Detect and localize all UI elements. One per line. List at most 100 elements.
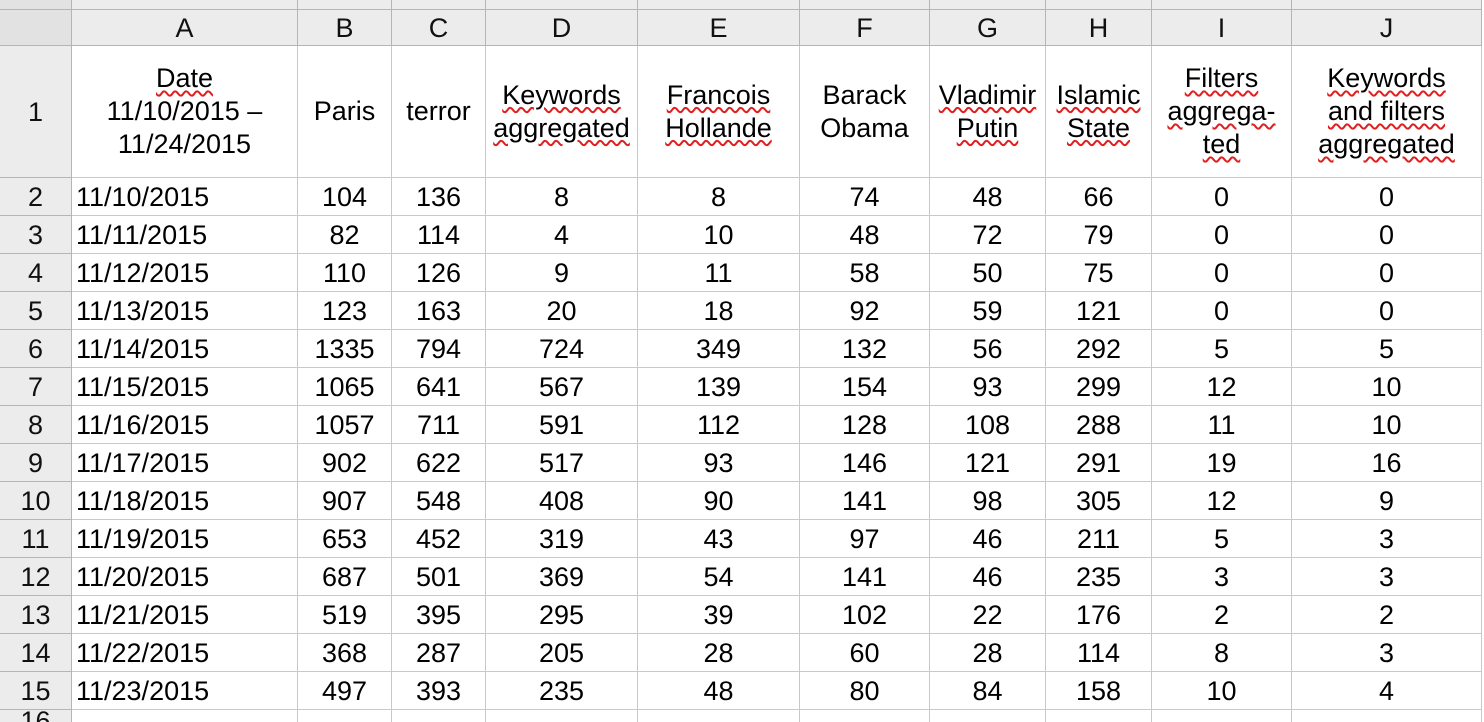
data-cell[interactable]: 66 [1046,178,1152,216]
data-cell[interactable]: 902 [298,444,392,482]
header-cell-e1[interactable]: Francois Hollande [638,46,800,178]
data-cell[interactable]: 128 [800,406,930,444]
data-cell[interactable]: 291 [1046,444,1152,482]
column-header-d[interactable]: D [486,10,638,46]
data-cell[interactable]: 0 [1152,216,1292,254]
date-cell[interactable]: 11/19/2015 [72,520,298,558]
data-cell[interactable]: 3 [1292,634,1482,672]
data-cell[interactable]: 548 [392,482,486,520]
data-cell[interactable]: 567 [486,368,638,406]
row-header-13[interactable]: 13 [0,596,72,634]
row-header-5[interactable]: 5 [0,292,72,330]
empty-cell[interactable] [1046,710,1152,722]
column-header-j[interactable]: J [1292,10,1482,46]
empty-cell[interactable] [486,710,638,722]
data-cell[interactable]: 235 [486,672,638,710]
data-cell[interactable]: 395 [392,596,486,634]
header-cell-h1[interactable]: Islamic State [1046,46,1152,178]
data-cell[interactable]: 92 [800,292,930,330]
data-cell[interactable]: 907 [298,482,392,520]
row-header-10[interactable]: 10 [0,482,72,520]
header-cell-a1[interactable]: Date 11/10/2015 –11/24/2015 [72,46,298,178]
select-all-corner[interactable] [0,10,72,46]
data-cell[interactable]: 368 [298,634,392,672]
data-cell[interactable]: 141 [800,482,930,520]
row-header-16[interactable]: 16 [0,710,72,722]
empty-cell[interactable] [1152,710,1292,722]
data-cell[interactable]: 1057 [298,406,392,444]
data-cell[interactable]: 517 [486,444,638,482]
column-header-i[interactable]: I [1152,10,1292,46]
data-cell[interactable]: 319 [486,520,638,558]
data-cell[interactable]: 19 [1152,444,1292,482]
row-header-7[interactable]: 7 [0,368,72,406]
data-cell[interactable]: 8 [486,178,638,216]
data-cell[interactable]: 292 [1046,330,1152,368]
data-cell[interactable]: 60 [800,634,930,672]
row-header-3[interactable]: 3 [0,216,72,254]
data-cell[interactable]: 0 [1152,254,1292,292]
date-cell[interactable]: 11/22/2015 [72,634,298,672]
column-header-g[interactable]: G [930,10,1046,46]
data-cell[interactable]: 146 [800,444,930,482]
data-cell[interactable]: 56 [930,330,1046,368]
data-cell[interactable]: 4 [486,216,638,254]
data-cell[interactable]: 97 [800,520,930,558]
empty-cell[interactable] [638,710,800,722]
row-header-8[interactable]: 8 [0,406,72,444]
data-cell[interactable]: 1065 [298,368,392,406]
data-cell[interactable]: 287 [392,634,486,672]
data-cell[interactable]: 687 [298,558,392,596]
data-cell[interactable]: 501 [392,558,486,596]
data-cell[interactable]: 11 [1152,406,1292,444]
data-cell[interactable]: 2 [1152,596,1292,634]
data-cell[interactable]: 4 [1292,672,1482,710]
data-cell[interactable]: 0 [1292,216,1482,254]
header-cell-d1[interactable]: Keywords aggregated [486,46,638,178]
data-cell[interactable]: 39 [638,596,800,634]
data-cell[interactable]: 74 [800,178,930,216]
data-cell[interactable]: 28 [930,634,1046,672]
data-cell[interactable]: 8 [1152,634,1292,672]
data-cell[interactable]: 18 [638,292,800,330]
date-cell[interactable]: 11/12/2015 [72,254,298,292]
column-header-a[interactable]: A [72,10,298,46]
data-cell[interactable]: 104 [298,178,392,216]
data-cell[interactable]: 305 [1046,482,1152,520]
column-header-h[interactable]: H [1046,10,1152,46]
data-cell[interactable]: 136 [392,178,486,216]
data-cell[interactable]: 349 [638,330,800,368]
data-cell[interactable]: 110 [298,254,392,292]
empty-cell[interactable] [1292,710,1482,722]
data-cell[interactable]: 794 [392,330,486,368]
data-cell[interactable]: 123 [298,292,392,330]
header-cell-b1[interactable]: Paris [298,46,392,178]
data-cell[interactable]: 393 [392,672,486,710]
date-cell[interactable]: 11/20/2015 [72,558,298,596]
empty-cell[interactable] [392,710,486,722]
date-cell[interactable]: 11/13/2015 [72,292,298,330]
data-cell[interactable]: 10 [638,216,800,254]
data-cell[interactable]: 711 [392,406,486,444]
data-cell[interactable]: 121 [1046,292,1152,330]
data-cell[interactable]: 8 [638,178,800,216]
data-cell[interactable]: 132 [800,330,930,368]
date-cell[interactable]: 11/18/2015 [72,482,298,520]
header-cell-i1[interactable]: Filters aggrega-ted [1152,46,1292,178]
data-cell[interactable]: 9 [1292,482,1482,520]
column-header-f[interactable]: F [800,10,930,46]
data-cell[interactable]: 519 [298,596,392,634]
data-cell[interactable]: 93 [930,368,1046,406]
data-cell[interactable]: 158 [1046,672,1152,710]
data-cell[interactable]: 98 [930,482,1046,520]
data-cell[interactable]: 139 [638,368,800,406]
data-cell[interactable]: 46 [930,558,1046,596]
empty-cell[interactable] [800,710,930,722]
data-cell[interactable]: 43 [638,520,800,558]
data-cell[interactable]: 102 [800,596,930,634]
column-header-b[interactable]: B [298,10,392,46]
data-cell[interactable]: 452 [392,520,486,558]
data-cell[interactable]: 3 [1152,558,1292,596]
data-cell[interactable]: 641 [392,368,486,406]
data-cell[interactable]: 54 [638,558,800,596]
